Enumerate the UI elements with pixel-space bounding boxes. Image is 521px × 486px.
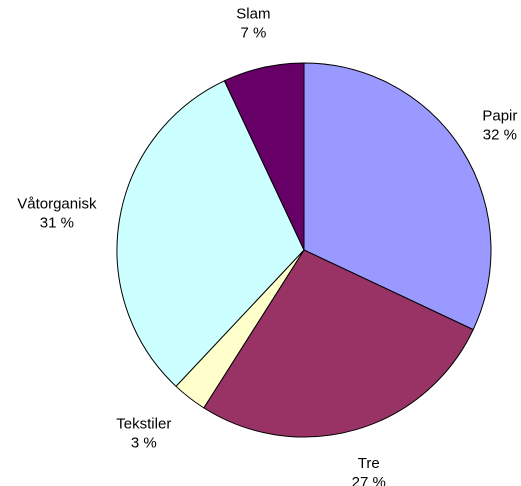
pie-slice [303, 62, 492, 331]
pie-slice [203, 249, 474, 438]
slice-label: Våtorganisk [17, 196, 97, 213]
pie-slice [116, 80, 305, 388]
slice-value-label: 27 % [352, 474, 386, 486]
slice-value-label: 31 % [40, 215, 74, 232]
slice-value-label: 32 % [483, 127, 517, 144]
slice-label: Tre [358, 455, 380, 472]
slice-value-label: 7 % [240, 25, 266, 42]
slice-label: Tekstiler [116, 415, 171, 432]
slice-label: Papir [482, 108, 517, 125]
slice-value-label: 3 % [131, 434, 157, 451]
slice-label: Slam [236, 6, 270, 23]
pie-slice [223, 62, 305, 251]
